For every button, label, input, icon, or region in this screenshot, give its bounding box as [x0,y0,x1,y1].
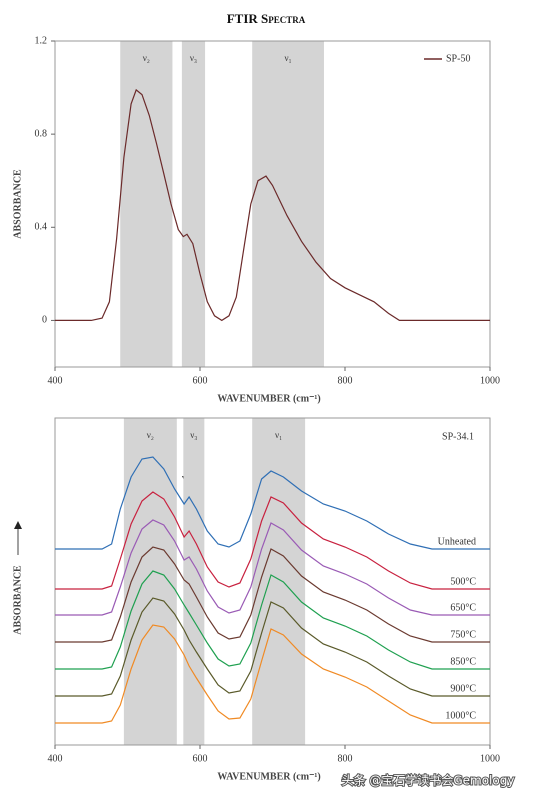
series-label: 500°C [450,576,476,587]
y-axis-title: ABSORBANCE [12,565,23,635]
x-axis-title: WAVENUMBER (cm⁻¹) [217,771,320,782]
series-line [55,456,490,550]
band [183,418,205,745]
band-label: ν₁ [275,430,282,440]
series-line [55,624,490,724]
y-tick-label: 1.2 [35,35,48,46]
series-line [55,519,490,616]
band-label: ν₃ [190,430,197,440]
x-tick-label: 600 [193,753,208,764]
annotation: SP-34.1 [442,431,474,442]
plot-frame [54,40,491,368]
series-label: 1000°C [445,710,476,721]
x-tick-label: 400 [48,753,63,764]
legend-label: SP-50 [446,53,470,64]
series-line [55,597,490,697]
x-tick-label: 1000 [480,753,500,764]
chart-title: FTIR Spectra [227,11,306,26]
series-label: 750°C [450,629,476,640]
band [123,418,177,745]
y-tick-label: 0.8 [35,128,48,139]
series-line [55,570,490,670]
x-tick-label: 400 [48,375,63,386]
band [120,41,173,367]
series-line [55,491,490,590]
series-label: 900°C [450,683,476,694]
band-label: ν₁ [284,53,291,63]
series-label: Unheated [438,536,476,547]
series-label: 850°C [450,656,476,667]
series-line [55,546,490,643]
y-tick-label: 0.4 [35,222,48,233]
x-tick-label: 600 [193,375,208,386]
x-tick-label: 1000 [480,375,500,386]
band [252,41,324,367]
series-line [55,88,490,322]
band [181,41,206,367]
band [252,418,306,745]
plot-frame [54,417,491,746]
y-axis-title: ABSORBANCE [12,169,23,239]
y-tick-label: 0 [42,315,47,326]
band-label: ν₂ [143,53,150,63]
x-axis-title: WAVENUMBER (cm⁻¹) [217,393,320,404]
x-tick-label: 800 [338,375,353,386]
watermark: 头条 @宝石学读书会Gemology [342,773,515,788]
x-tick-label: 800 [338,753,353,764]
band-label: ν₃ [190,53,197,63]
series-label: 650°C [450,602,476,613]
band-label: ν₂ [147,430,154,440]
